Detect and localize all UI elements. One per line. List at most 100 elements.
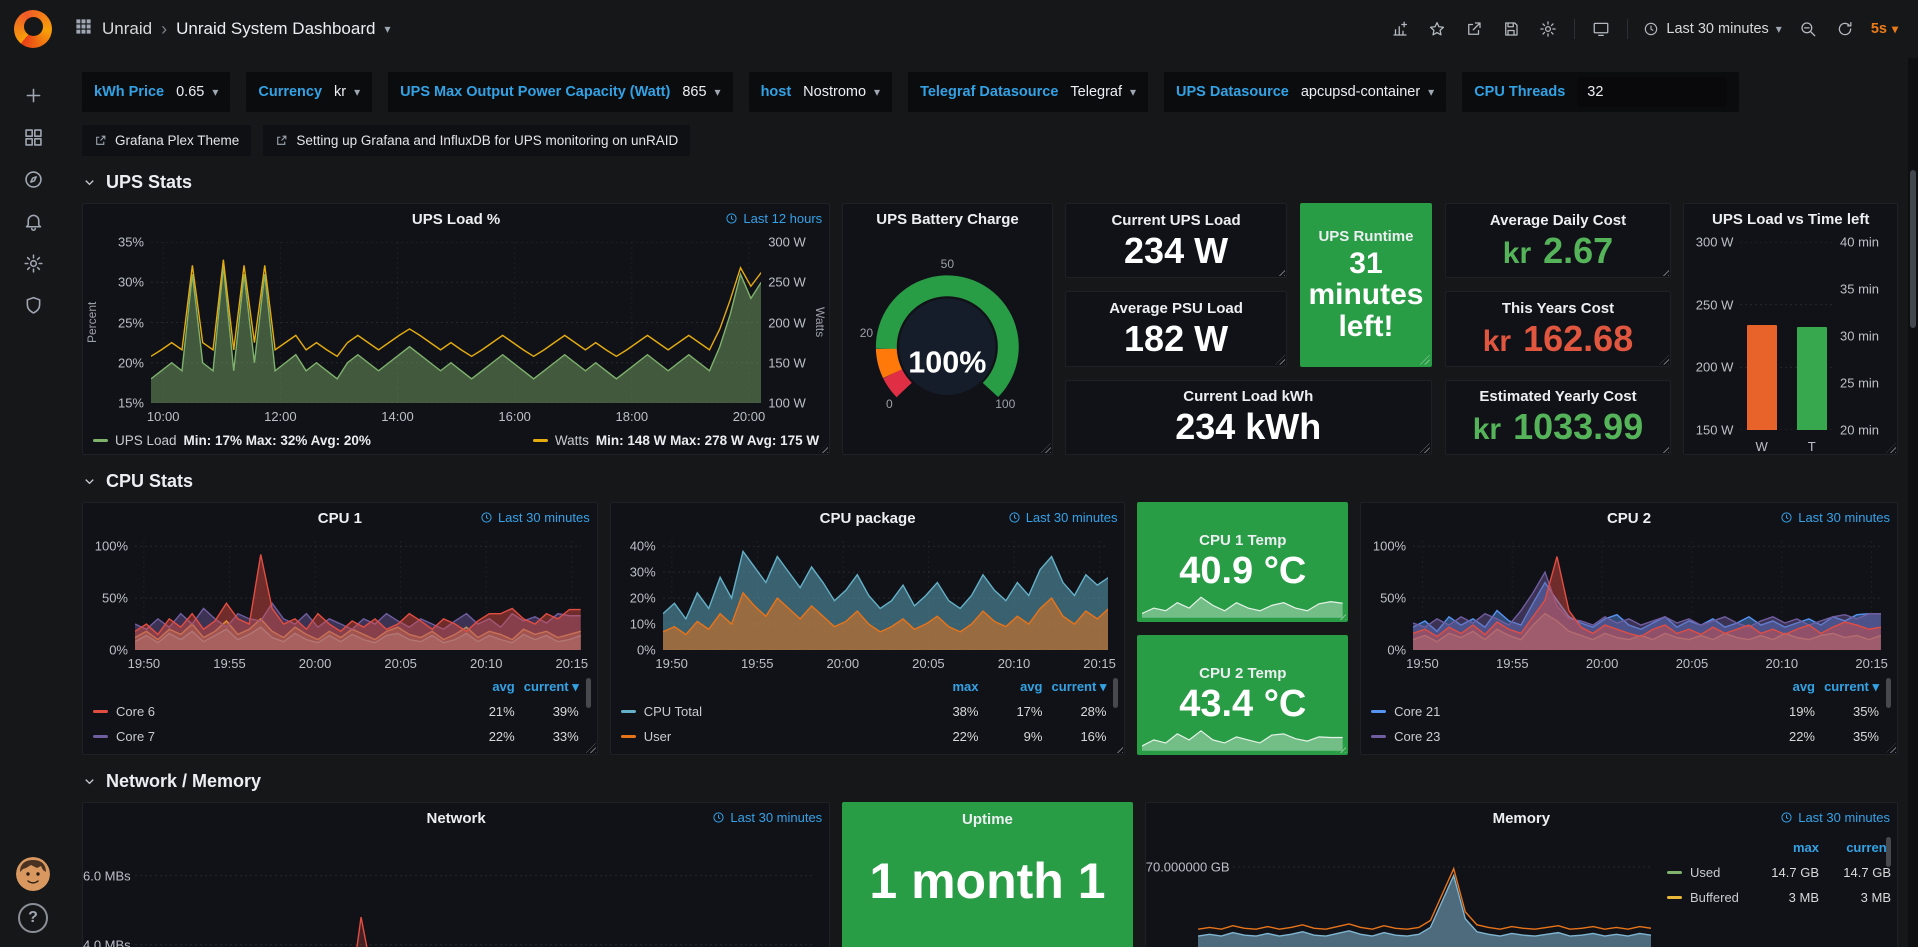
- resize-handle[interactable]: [818, 443, 829, 453]
- apps-grid-icon[interactable]: [74, 17, 93, 41]
- share-icon[interactable]: [1463, 18, 1485, 40]
- legend-scrollbar[interactable]: [585, 678, 591, 708]
- legend-column-header[interactable]: avg: [1792, 679, 1815, 694]
- stat-title[interactable]: CPU 1 Temp: [1199, 532, 1287, 550]
- legend-column-header[interactable]: max: [952, 679, 979, 694]
- alerting-bell-icon[interactable]: [11, 201, 55, 241]
- time-range-picker[interactable]: Last 30 minutes ▾: [1643, 21, 1782, 37]
- legend-row[interactable]: Core 6 21% 39%: [93, 699, 579, 724]
- dashboard-title[interactable]: Unraid System Dashboard: [176, 19, 376, 38]
- panel-time-override[interactable]: Last 30 minutes: [1780, 810, 1890, 825]
- section-header-ups-stats[interactable]: UPS Stats: [82, 172, 1898, 193]
- dashboard-link[interactable]: Grafana Plex Theme: [82, 125, 252, 156]
- legend-column-header[interactable]: current ▾: [1051, 678, 1107, 694]
- star-icon[interactable]: [1426, 18, 1448, 40]
- explore-compass-icon[interactable]: [11, 159, 55, 199]
- resize-handle[interactable]: [1113, 743, 1124, 753]
- variable-ups-datasource[interactable]: UPS Datasource apcupsd-container ▾: [1164, 72, 1447, 112]
- dashboards-icon[interactable]: [11, 117, 55, 157]
- panel-title[interactable]: UPS Battery Charge: [876, 210, 1019, 228]
- resize-handle[interactable]: [1275, 266, 1286, 277]
- variable-ups-max-output-power-capacity-watt-[interactable]: UPS Max Output Power Capacity (Watt) 865 ▾: [388, 72, 733, 112]
- resize-handle[interactable]: [1419, 354, 1430, 365]
- legend-row[interactable]: Core 21 19% 35%: [1371, 699, 1879, 724]
- chart-plot-area[interactable]: [1197, 841, 1651, 947]
- stat-title[interactable]: Average Daily Cost: [1489, 211, 1627, 229]
- resize-handle[interactable]: [1659, 443, 1670, 453]
- panel-title[interactable]: Memory: [1492, 809, 1551, 827]
- stat-title[interactable]: Uptime: [962, 811, 1013, 828]
- variable-telegraf-datasource[interactable]: Telegraf Datasource Telegraf ▾: [908, 72, 1149, 112]
- legend-item[interactable]: UPS Load Min: 17% Max: 32% Avg: 20%: [93, 433, 371, 448]
- legend-column-header[interactable]: max: [1792, 840, 1819, 855]
- panel-title[interactable]: CPU 2: [1606, 509, 1652, 527]
- add-panel-icon[interactable]: [1389, 18, 1411, 40]
- zoom-out-icon[interactable]: [1797, 18, 1819, 40]
- resize-handle[interactable]: [1040, 443, 1051, 453]
- stat-title[interactable]: Estimated Yearly Cost: [1479, 388, 1637, 406]
- panel-time-override[interactable]: Last 30 minutes: [480, 510, 590, 525]
- variable-value[interactable]: 0.65 ▾: [176, 84, 219, 100]
- server-admin-shield-icon[interactable]: [11, 285, 55, 325]
- stat-title[interactable]: CPU 2 Temp: [1199, 665, 1287, 683]
- legend-scrollbar[interactable]: [1886, 837, 1891, 867]
- refresh-icon[interactable]: [1834, 18, 1856, 40]
- resize-handle[interactable]: [1886, 743, 1896, 753]
- legend-row[interactable]: Core 7 22% 33%: [93, 724, 579, 749]
- dashboard-settings-gear-icon[interactable]: [1537, 18, 1559, 40]
- create-icon[interactable]: [11, 75, 55, 115]
- resize-handle[interactable]: [1659, 266, 1670, 277]
- resize-handle[interactable]: [1275, 354, 1286, 365]
- variable-currency[interactable]: Currency kr ▾: [246, 72, 373, 112]
- variable-value[interactable]: Telegraf ▾: [1070, 84, 1137, 100]
- chart-plot-area[interactable]: [135, 841, 813, 947]
- stat-title[interactable]: UPS Runtime: [1318, 227, 1414, 245]
- resize-handle[interactable]: [1336, 743, 1347, 753]
- resize-handle[interactable]: [1659, 354, 1670, 365]
- variable-value[interactable]: apcupsd-container ▾: [1300, 84, 1435, 100]
- variable-cpu-threads[interactable]: CPU Threads 32: [1462, 72, 1740, 112]
- legend-column-header[interactable]: avg: [1020, 679, 1043, 694]
- variable-value[interactable]: Nostromo ▾: [803, 84, 881, 100]
- legend-column-header[interactable]: current: [1846, 840, 1891, 855]
- chart-plot-area[interactable]: [662, 541, 1109, 650]
- variable-value[interactable]: 32: [1577, 77, 1728, 107]
- panel-time-override[interactable]: Last 30 minutes: [1008, 510, 1117, 525]
- panel-title[interactable]: CPU package: [819, 509, 916, 527]
- chart-plot-area[interactable]: [151, 242, 762, 403]
- panel-title[interactable]: Network: [426, 809, 486, 827]
- legend-row[interactable]: Core 23 22% 35%: [1371, 724, 1879, 749]
- legend-scrollbar[interactable]: [1113, 678, 1119, 708]
- bar-t[interactable]: [1796, 326, 1827, 430]
- variable-host[interactable]: host Nostromo ▾: [748, 72, 893, 112]
- legend-column-header[interactable]: current ▾: [1824, 678, 1879, 694]
- panel-title[interactable]: UPS Load %: [411, 210, 501, 228]
- legend-scrollbar[interactable]: [1886, 678, 1891, 708]
- chart-plot-area[interactable]: [1413, 541, 1881, 650]
- stat-title[interactable]: Average PSU Load: [1109, 300, 1243, 318]
- legend-item[interactable]: Watts Min: 148 W Max: 278 W Avg: 175 W: [532, 433, 819, 448]
- scrollbar-thumb[interactable]: [1910, 170, 1916, 328]
- cycle-view-monitor-icon[interactable]: [1590, 18, 1612, 40]
- help-icon[interactable]: ?: [18, 903, 48, 933]
- panel-time-override[interactable]: Last 12 hours: [725, 211, 822, 226]
- variable-kwh-price[interactable]: kWh Price 0.65 ▾: [82, 72, 231, 112]
- stat-title[interactable]: This Years Cost: [1501, 300, 1615, 318]
- legend-row[interactable]: CPU Total 38% 17% 28%: [620, 699, 1106, 724]
- stat-title[interactable]: Current UPS Load: [1111, 211, 1241, 229]
- legend-column-header[interactable]: current ▾: [523, 678, 579, 694]
- save-icon[interactable]: [1500, 18, 1522, 40]
- variable-value[interactable]: kr ▾: [334, 84, 361, 100]
- section-header-cpu-stats[interactable]: CPU Stats: [82, 471, 1898, 492]
- section-header-network-memory[interactable]: Network / Memory: [82, 771, 1898, 792]
- grafana-logo[interactable]: [14, 10, 52, 48]
- legend-column-header[interactable]: avg: [492, 679, 515, 694]
- legend-row[interactable]: User 22% 9% 16%: [620, 724, 1106, 749]
- resize-handle[interactable]: [1336, 610, 1347, 620]
- variable-value[interactable]: 865 ▾: [682, 84, 721, 100]
- user-avatar[interactable]: [16, 857, 50, 891]
- panel-title[interactable]: CPU 1: [317, 509, 362, 527]
- stat-title[interactable]: Current Load kWh: [1183, 388, 1314, 406]
- panel-time-override[interactable]: Last 30 minutes: [712, 810, 822, 825]
- resize-handle[interactable]: [1886, 443, 1896, 453]
